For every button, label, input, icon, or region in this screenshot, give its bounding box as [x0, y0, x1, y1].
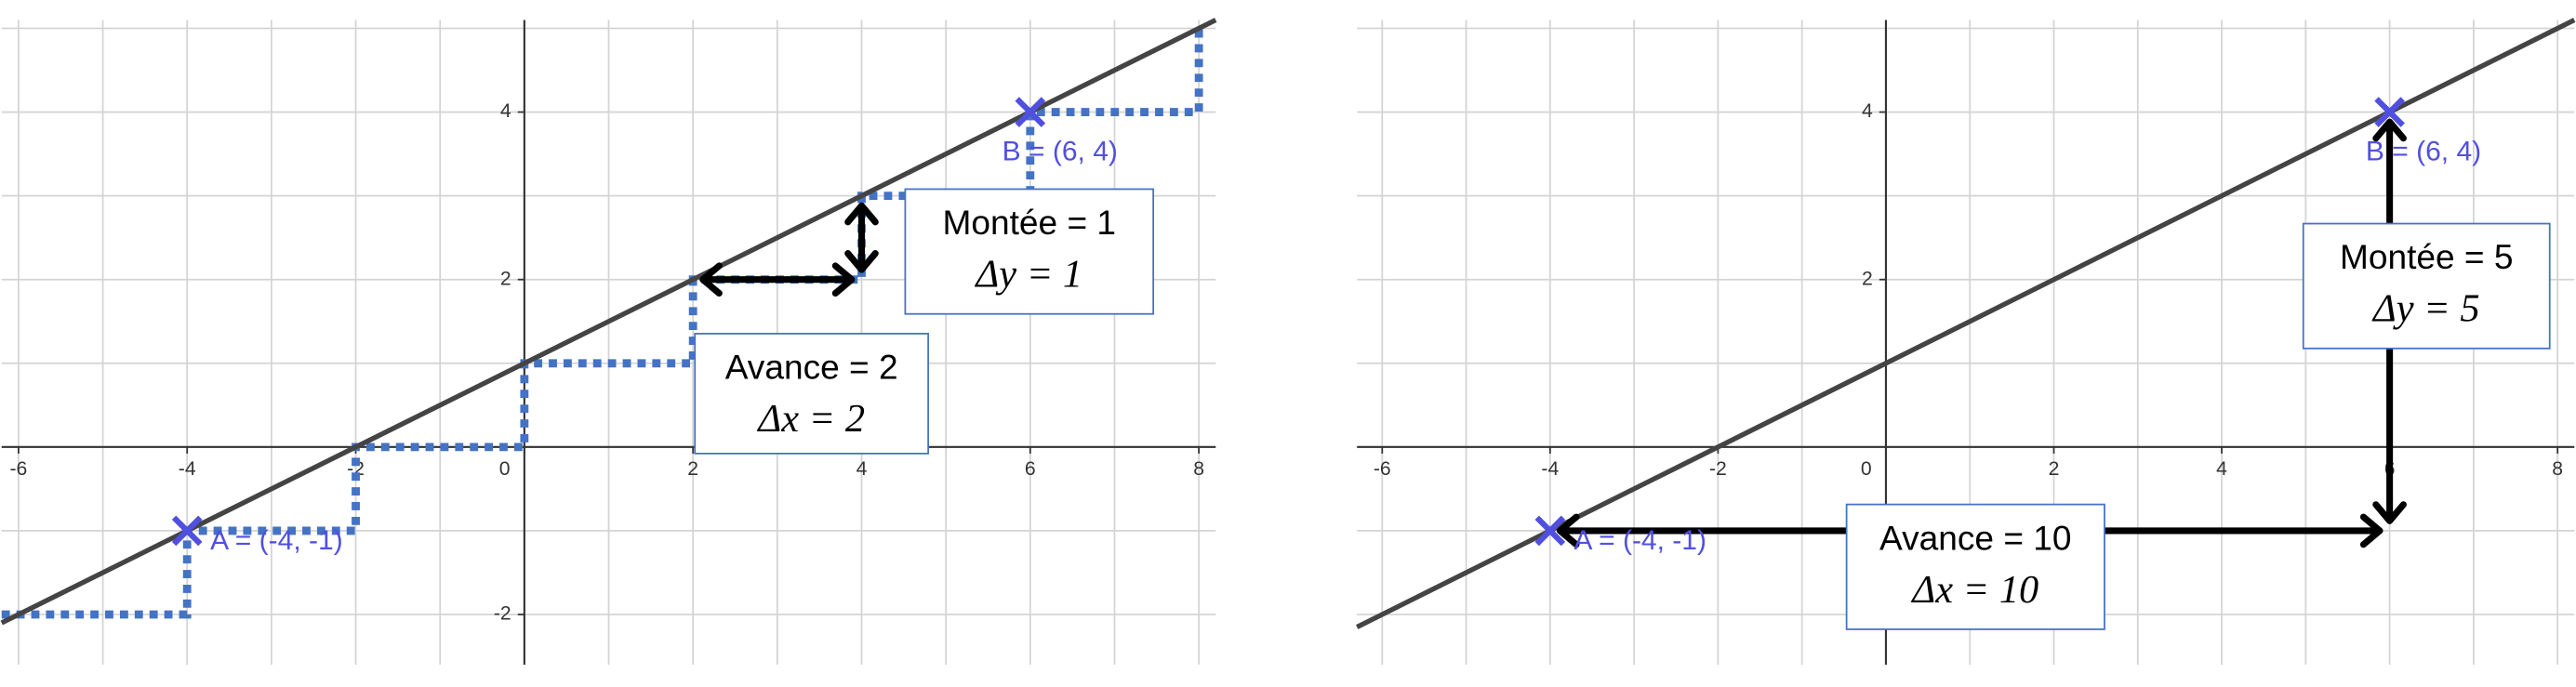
annotation: Avance = 2 Δx = 2	[694, 333, 930, 455]
point-marker	[1015, 97, 1046, 127]
point-label: B = (6, 4)	[2366, 137, 2481, 167]
x-tick-label: -6	[9, 458, 27, 480]
annotation-box	[694, 333, 930, 455]
line	[0, 18, 1217, 626]
annotation-box	[904, 188, 1155, 315]
x-tick-label: 8	[1193, 458, 1204, 480]
point-label: A = (-4, -1)	[1573, 525, 1706, 556]
y-tick-label: 4	[1862, 100, 1873, 122]
x-tick-label: -2	[347, 458, 365, 480]
x-tick-label: 2	[687, 458, 698, 480]
arrow-head	[2359, 513, 2383, 548]
annotation-math: Δy = 1	[974, 253, 1082, 297]
y-tick-label: 4	[500, 100, 511, 122]
annotation-math: Δx = 2	[756, 397, 865, 441]
point-marker	[1534, 515, 1566, 547]
x-tick-label: 4	[856, 458, 868, 480]
x-tick-label: -2	[1709, 458, 1727, 480]
arrow-head	[831, 262, 856, 297]
x-tick-label: 4	[2216, 458, 2227, 480]
x-tick-label: -4	[179, 458, 196, 480]
staircase	[1, 28, 1203, 619]
x-tick-label: 0	[499, 458, 511, 480]
annotation-math: Δy = 5	[2371, 287, 2480, 331]
arrow	[699, 262, 856, 297]
y-tick-label: 2	[1862, 268, 1873, 289]
arrow-head	[1556, 513, 1580, 548]
x-tick-label: -4	[1541, 458, 1559, 480]
arrow-head	[2372, 118, 2407, 142]
y-tick-label: 2	[500, 268, 511, 289]
annotation: Montée = 5 Δy = 5	[2302, 222, 2551, 350]
x-tick-label: 0	[1861, 458, 1872, 480]
y-tick-label: -2	[494, 603, 511, 625]
arrow-head	[699, 262, 723, 297]
annotation-text: Avance = 2	[725, 348, 898, 387]
annotation-box	[2302, 222, 2551, 350]
point-label: B = (6, 4)	[1003, 137, 1118, 167]
x-tick-label: -6	[1374, 458, 1391, 480]
line	[1356, 18, 2576, 629]
arrow	[844, 202, 879, 273]
point-label: A = (-4, -1)	[210, 525, 343, 556]
annotation: Montée = 1 Δy = 1	[904, 188, 1155, 315]
point-marker	[2374, 97, 2405, 127]
annotation-text: Avance = 10	[1879, 518, 2072, 557]
point-marker	[171, 515, 203, 547]
plot: -6 -4 -2 0 2 4 6 8 -2 2 4 A = (-4, -1) B = (6, 4) Mon…	[0, 18, 1217, 666]
x-tick-label: 8	[2552, 458, 2563, 480]
annotation-text: Montée = 5	[2340, 237, 2514, 276]
annotation-text: Montée = 1	[942, 203, 1116, 242]
arrow-head	[844, 250, 879, 273]
arrow-head	[844, 202, 879, 226]
annotation-math: Δx = 10	[1910, 568, 2038, 612]
annotation-box	[1845, 503, 2105, 630]
x-tick-label: 2	[2049, 458, 2060, 480]
annotation: Avance = 10 Δx = 10	[1845, 503, 2105, 630]
arrow-head	[2372, 501, 2407, 524]
x-tick-label: 6	[1025, 458, 1036, 480]
